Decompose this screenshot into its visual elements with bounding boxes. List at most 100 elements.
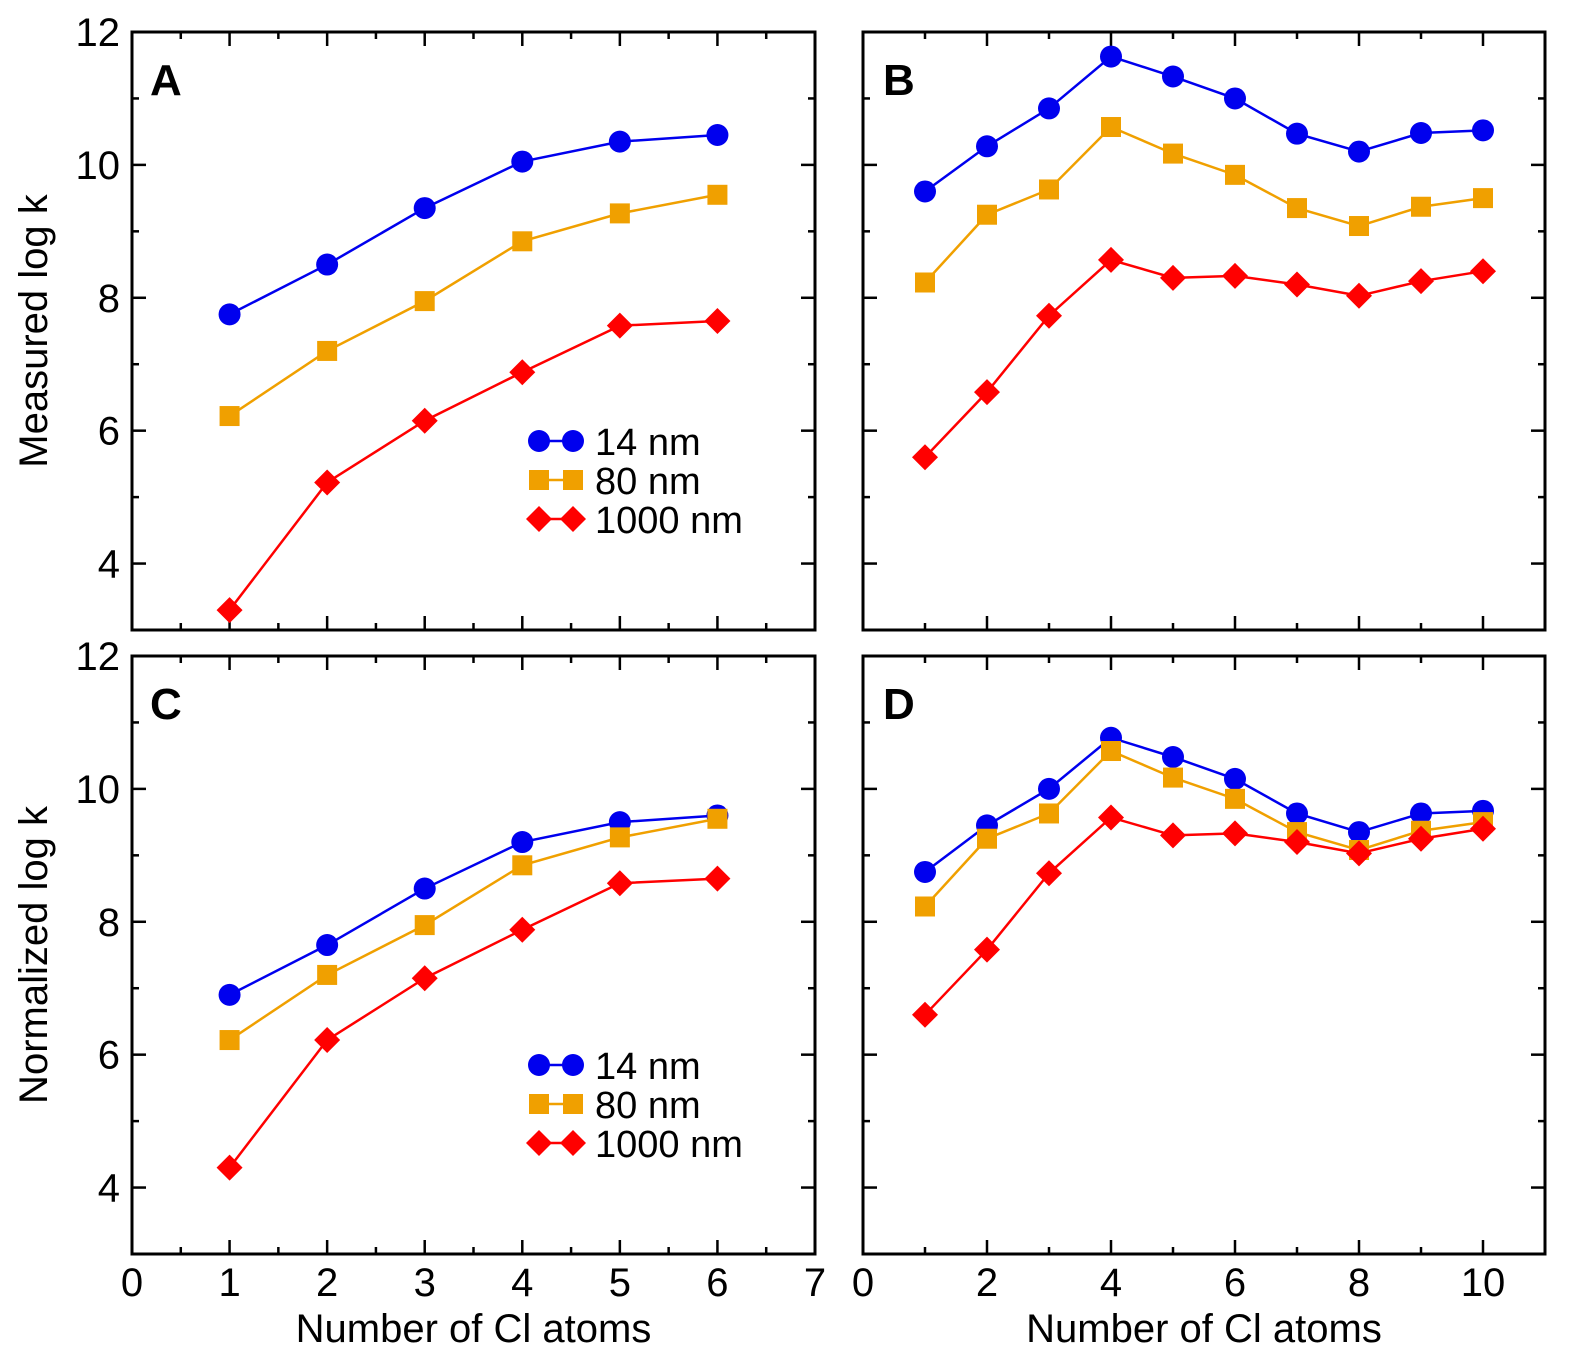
data-point	[912, 444, 938, 471]
data-point	[1410, 121, 1432, 144]
data-point	[1224, 767, 1246, 790]
data-point	[914, 860, 936, 883]
data-point	[1036, 302, 1062, 329]
series-line	[228, 319, 718, 611]
data-point	[1160, 822, 1186, 849]
data-point	[218, 983, 241, 1006]
series-line	[924, 55, 1484, 193]
data-point	[704, 308, 731, 335]
series-80-nm	[219, 808, 728, 1051]
data-point	[509, 359, 536, 386]
series-1000-nm	[912, 804, 1496, 1028]
panel-b: B	[861, 30, 1547, 632]
data-point	[609, 827, 630, 848]
data-point	[915, 896, 935, 917]
y-axis-title: Normalized log k	[12, 805, 56, 1104]
data-point	[219, 1030, 240, 1051]
data-point	[509, 916, 536, 943]
data-point	[1101, 741, 1121, 762]
data-point	[411, 965, 438, 992]
data-point	[411, 407, 438, 434]
series-80-nm	[219, 184, 728, 427]
legend-marker	[560, 1130, 586, 1156]
series-line	[228, 193, 718, 418]
data-point	[1286, 802, 1308, 825]
data-point	[1039, 179, 1059, 200]
y-tick-label: 8	[98, 901, 120, 945]
data-point	[974, 936, 1000, 963]
legend-label: 80 nm	[595, 1085, 701, 1127]
legend-marker	[562, 1054, 584, 1076]
data-point	[1162, 65, 1184, 88]
data-point	[974, 379, 1000, 406]
data-point	[1163, 143, 1183, 164]
legend-entry: 80 nm	[529, 461, 701, 503]
series-line	[924, 258, 1484, 459]
data-point	[707, 184, 728, 205]
x-tick-label: 1	[218, 1261, 240, 1305]
legend-marker	[529, 1094, 549, 1114]
legend-label: 1000 nm	[595, 1124, 743, 1166]
data-point	[1411, 196, 1431, 217]
data-point	[216, 1154, 243, 1181]
legend-label: 14 nm	[595, 1046, 701, 1088]
panel-label: D	[883, 680, 915, 729]
data-point	[511, 150, 534, 173]
data-point	[1286, 122, 1308, 145]
y-tick-label: 6	[98, 410, 120, 454]
data-point	[1225, 164, 1245, 185]
legend-entry: 1000 nm	[526, 1124, 743, 1166]
legend-marker	[526, 506, 552, 532]
data-point	[1348, 821, 1370, 844]
data-point	[1472, 119, 1494, 142]
data-point	[914, 180, 936, 203]
x-axis-title: Number of Cl atoms	[296, 1307, 652, 1351]
x-tick-label: 10	[1461, 1261, 1506, 1305]
series-80-nm	[915, 117, 1493, 293]
data-point	[1470, 815, 1496, 842]
x-tick-label: 0	[121, 1261, 143, 1305]
panel-label: C	[150, 680, 182, 729]
data-point	[414, 291, 435, 312]
data-point	[1163, 767, 1183, 788]
data-point	[317, 340, 338, 361]
data-point	[219, 406, 240, 427]
data-point	[1100, 45, 1122, 68]
data-point	[1346, 840, 1372, 867]
data-point	[606, 312, 633, 339]
x-axis-title: Number of Cl atoms	[1026, 1307, 1382, 1351]
data-point	[413, 197, 436, 220]
data-point	[218, 303, 241, 326]
legend-label: 1000 nm	[595, 500, 743, 542]
legend-entry: 80 nm	[529, 1085, 701, 1127]
x-tick-label: 4	[511, 1261, 533, 1305]
series-line	[229, 133, 718, 316]
plot-frame	[861, 654, 1547, 1256]
y-tick-label: 4	[98, 1167, 120, 1211]
series-line	[924, 736, 1484, 873]
series-14-nm	[218, 123, 729, 326]
data-point	[1410, 802, 1432, 825]
data-point	[706, 123, 729, 146]
data-point	[1098, 804, 1124, 831]
series-line	[229, 814, 718, 996]
data-point	[316, 934, 339, 957]
series-line	[228, 877, 718, 1169]
data-point	[216, 597, 243, 624]
data-point	[414, 915, 435, 936]
legend-label: 80 nm	[595, 461, 701, 503]
data-point	[1038, 777, 1060, 800]
legend-marker	[529, 470, 549, 490]
x-tick-label: 2	[976, 1261, 998, 1305]
data-point	[1408, 825, 1434, 852]
x-tick-label: 6	[1224, 1261, 1246, 1305]
data-point	[609, 203, 630, 224]
y-tick-label: 4	[98, 543, 120, 587]
data-point	[976, 135, 998, 158]
legend-entry: 1000 nm	[526, 500, 743, 542]
data-point	[606, 870, 633, 897]
series-14-nm	[914, 726, 1494, 883]
